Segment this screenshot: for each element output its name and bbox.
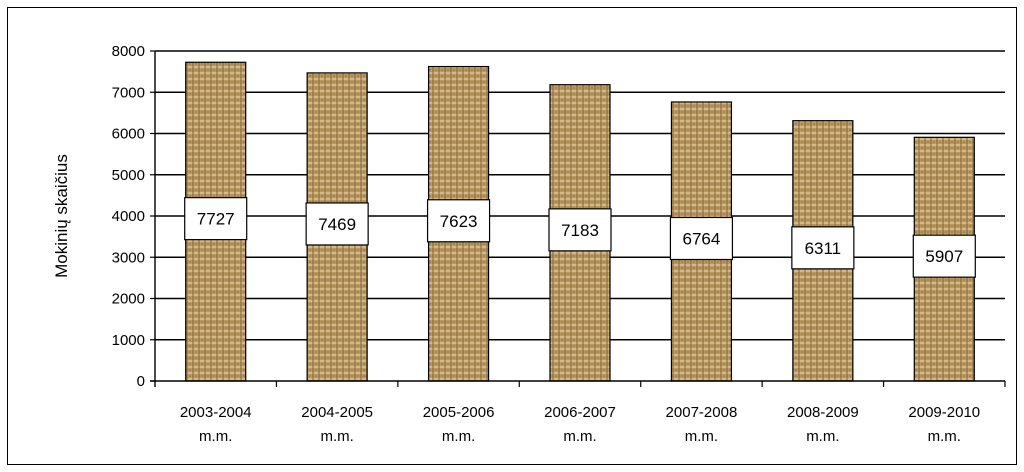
- axes: [150, 50, 1006, 387]
- data-label: 6311: [805, 239, 842, 258]
- y-tick-label: 6000: [112, 126, 145, 143]
- x-tick-label: m.m.: [199, 428, 232, 445]
- data-label: 7183: [561, 221, 599, 240]
- data-label-box: [912, 234, 976, 278]
- x-tick-label: 2007-2008: [666, 404, 738, 421]
- x-tick-label: m.m.: [442, 428, 475, 445]
- data-label: 7469: [318, 215, 356, 234]
- x-tick-label: m.m.: [563, 428, 596, 445]
- data-label-box: [791, 226, 855, 270]
- y-tick-label: 5000: [112, 167, 145, 184]
- y-tick-labels: 0 1000 2000 3000 4000 5000 6000 7000 8000: [112, 43, 145, 390]
- data-label: 7623: [440, 212, 478, 231]
- y-tick-label: 2000: [112, 291, 145, 308]
- x-tick-label: 2005-2006: [423, 404, 495, 421]
- x-tick-label: m.m.: [806, 428, 839, 445]
- data-label: 7727: [197, 210, 235, 229]
- x-tick-label: m.m.: [320, 428, 353, 445]
- y-tick-label: 4000: [112, 208, 145, 225]
- y-tick-label: 1000: [112, 332, 145, 349]
- x-tick-label: 2004-2005: [301, 404, 373, 421]
- y-tick-label: 8000: [112, 43, 145, 60]
- y-tick-label: 7000: [112, 84, 145, 101]
- x-tick-label: 2006-2007: [544, 404, 616, 421]
- data-labels: 7727 7469 7623 7183 6764 6311 5907: [184, 197, 976, 278]
- data-label: 5907: [925, 247, 963, 266]
- x-tick-label: m.m.: [685, 428, 718, 445]
- data-label: 6764: [683, 229, 721, 248]
- data-label-box: [184, 197, 248, 241]
- x-tick-label: 2009-2010: [908, 404, 980, 421]
- data-label-box: [669, 216, 734, 261]
- x-tick-label: 2003-2004: [180, 404, 252, 421]
- data-label-box: [305, 202, 369, 246]
- y-tick-label: 0: [137, 373, 145, 390]
- x-tick-label: 2008-2009: [787, 404, 859, 421]
- x-tick-label: m.m.: [928, 428, 961, 445]
- y-tick-label: 3000: [112, 249, 145, 266]
- data-label-box: [548, 208, 612, 252]
- x-tick-labels: 2003-2004 m.m. 2004-2005 m.m. 2005-2006 m.m. 2…: [180, 404, 980, 445]
- y-axis-label: Mokinių skaičius: [52, 154, 71, 278]
- data-label-box: [426, 199, 491, 243]
